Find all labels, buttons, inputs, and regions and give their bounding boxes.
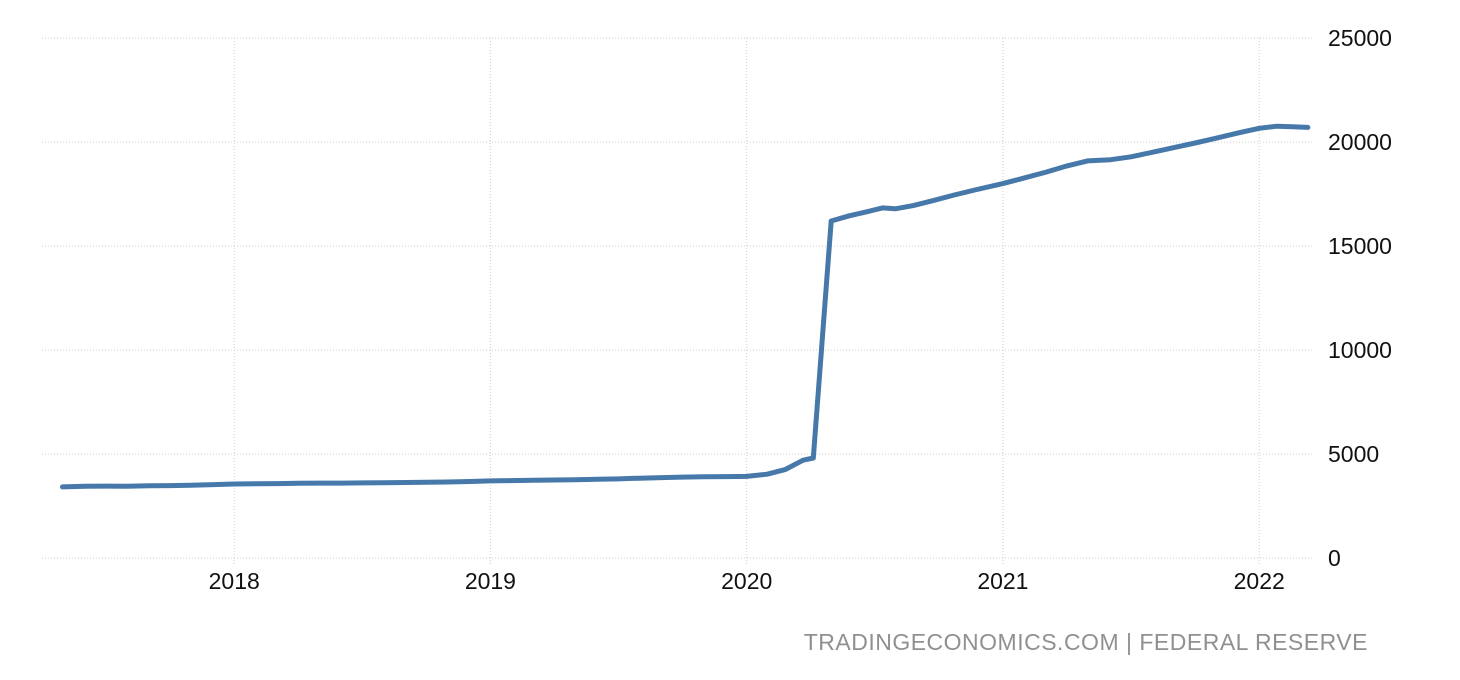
data-series-line xyxy=(60,123,1311,490)
x-tick-label: 2021 xyxy=(977,568,1028,594)
y-tick-label: 10000 xyxy=(1328,337,1392,363)
y-tick-label: 0 xyxy=(1328,545,1341,571)
source-attribution: TRADINGECONOMICS.COM | FEDERAL RESERVE xyxy=(803,629,1368,655)
x-tick-label: 2022 xyxy=(1234,568,1285,594)
x-tick-label: 2019 xyxy=(465,568,516,594)
data-series-group xyxy=(60,123,1311,490)
axis-tick-labels: 0 5000 10000 15000 20000 25000 2018 2019 2020 202… xyxy=(209,25,1392,594)
x-tick-label: 2018 xyxy=(209,568,260,594)
x-tick-label: 2020 xyxy=(721,568,772,594)
gridlines xyxy=(42,37,1313,566)
y-tick-label: 15000 xyxy=(1328,233,1392,259)
y-tick-label: 25000 xyxy=(1328,25,1392,51)
y-tick-label: 5000 xyxy=(1328,441,1379,467)
y-tick-label: 20000 xyxy=(1328,129,1392,155)
